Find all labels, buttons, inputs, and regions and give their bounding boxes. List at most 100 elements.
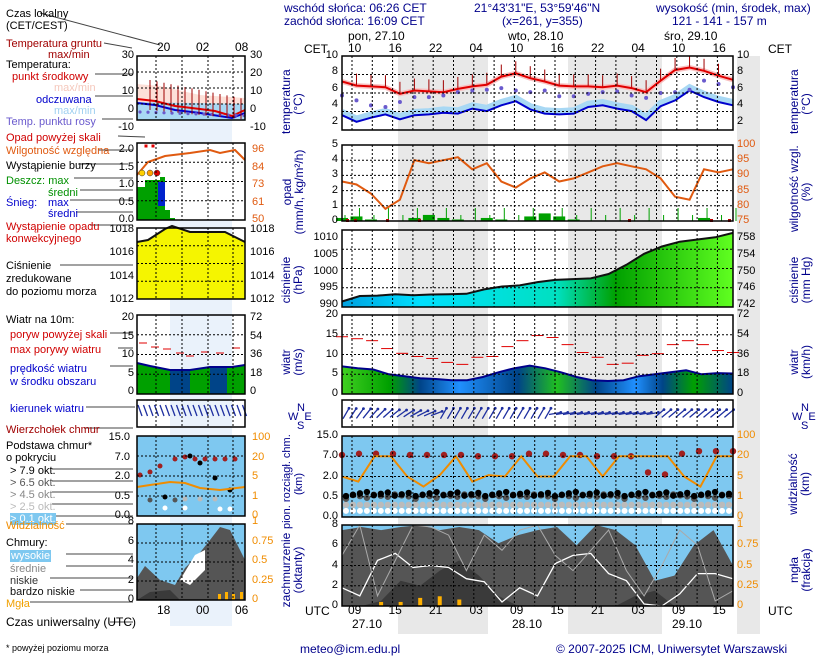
legend-fog-bar xyxy=(240,592,243,600)
footnote: * powyżej poziomu morza xyxy=(6,643,109,653)
legend-okt-45: > 4.5 okt. xyxy=(10,489,56,501)
fog-bar xyxy=(418,597,423,606)
copyright: © 2007-2025 ICM, Uniwersytet Warszawski xyxy=(556,642,788,656)
wind-arrow xyxy=(488,407,496,420)
cloud-top-dot xyxy=(644,469,652,476)
cloudbase-tick: 0.5 xyxy=(322,489,338,502)
legend-cover-tick: 6 xyxy=(127,534,134,547)
cloud-base-dot xyxy=(621,492,628,500)
cloud-base-dot xyxy=(419,491,426,498)
cover-panel-frame xyxy=(341,524,734,607)
legend-cloud-dot xyxy=(212,475,218,481)
cloud-base-dot xyxy=(468,501,475,509)
legend-wind-arrow xyxy=(186,404,193,417)
legend-cloud-dot xyxy=(192,456,198,462)
coordinates-text: 21°43'31"E, 53°59'46"N xyxy=(474,1,601,15)
cloud-top-dot xyxy=(678,450,686,457)
fog-bar xyxy=(398,601,403,606)
cover-tick: 2 xyxy=(331,578,338,591)
cloud-base-dot xyxy=(677,491,684,498)
precip-tick: 2 xyxy=(331,183,338,196)
cet-hour-tick: 22 xyxy=(429,41,443,55)
precip-bar xyxy=(350,216,363,221)
tz-left: CET xyxy=(304,42,328,56)
legend-cover-tick: 8 xyxy=(127,515,134,527)
legend-wind-arrow xyxy=(153,404,160,417)
legend-cloud-dot xyxy=(147,469,153,475)
wind-arrowhead xyxy=(433,409,437,413)
legend-humidity-line xyxy=(136,148,246,176)
legend-convective-sub: konwekcyjnego xyxy=(6,233,82,245)
cet-hour-tick: 16 xyxy=(712,41,726,55)
legend-pressure-sub1: zredukowane xyxy=(6,273,72,285)
cloud-base-dot xyxy=(433,507,440,514)
cloud-base-dot xyxy=(517,507,524,514)
dew-point-dot xyxy=(702,78,707,83)
legend-dew-dot xyxy=(178,111,182,115)
wind-kmh-tick: 18 xyxy=(737,367,750,380)
legend-visibility: Widzialność xyxy=(6,520,65,532)
cover-tick: 4 xyxy=(331,558,338,571)
cloud-base-dot xyxy=(384,507,391,514)
cloud-base-dot xyxy=(635,501,642,509)
cloud-base-dot xyxy=(690,492,698,500)
cloud-base-dot xyxy=(342,501,350,509)
cet-hour-tick: 22 xyxy=(591,41,605,55)
legend-rain: Deszcz: max xyxy=(6,175,69,187)
wind-arrowhead xyxy=(725,408,729,412)
cloud-base-dot xyxy=(468,507,475,514)
wind-arrow xyxy=(355,408,364,419)
humidity-tick: 85 xyxy=(737,183,750,196)
legend-maxmin: max/min xyxy=(54,82,96,94)
legend-visibility-line xyxy=(136,480,246,492)
legend-pressure-line xyxy=(136,224,246,243)
pressure-area xyxy=(342,232,733,307)
cloud-base-dot xyxy=(628,501,635,509)
wind-arrow xyxy=(661,409,672,418)
legend-temp-tick: 0 xyxy=(127,103,134,115)
humidity-tick: 95 xyxy=(737,153,750,166)
cloud-base-dot xyxy=(719,507,726,514)
legend-precip-tick: 0.5 xyxy=(118,195,134,208)
dew-point-dot xyxy=(441,93,446,98)
legend-cloud-tick: 0.5 xyxy=(114,489,130,502)
legend-cloud-dot xyxy=(222,456,228,462)
utc-hour-tick: 15 xyxy=(388,603,402,617)
cloud-base-dot xyxy=(718,501,726,509)
legend-low: niskie xyxy=(10,575,39,587)
legend-precip-tick: 0.0 xyxy=(118,213,134,225)
cloud-base-dot xyxy=(663,489,670,496)
precip-tick: 1 xyxy=(331,198,338,211)
cloud-base-dot xyxy=(537,507,544,514)
legend-panel-frame xyxy=(136,314,246,395)
tz-right: CET xyxy=(768,42,792,56)
cloud-base-dot xyxy=(558,507,565,514)
cloud-base-dot xyxy=(711,501,719,509)
wind-arrow xyxy=(502,407,510,420)
legend-utc: Czas uniwersalny (UTC) xyxy=(6,615,137,629)
temp-panel-frame xyxy=(341,55,734,131)
legend-cloud-dot xyxy=(182,505,188,511)
cloud-base-dot xyxy=(502,488,510,496)
wind-arrow xyxy=(403,409,415,418)
legend-dew-dot xyxy=(170,111,174,115)
pressure-panel-frame xyxy=(341,229,734,308)
humidity-tick: 90 xyxy=(737,168,750,181)
cloud-base-dot xyxy=(725,501,733,509)
email-link[interactable]: meteo@icm.edu.pl xyxy=(300,642,401,656)
cloud-base-dot xyxy=(391,501,398,509)
legend-rain-area xyxy=(137,177,175,220)
cloud-base-dot xyxy=(363,501,371,509)
cloud-base-dot xyxy=(391,492,398,499)
cloud-base-dot xyxy=(607,507,614,514)
dew-point-dot xyxy=(426,95,431,100)
feels-like-line xyxy=(341,89,734,123)
temp-tick: 6 xyxy=(331,81,338,94)
legend-humid-tick: 50 xyxy=(252,213,265,225)
legend-okt-25: > 2.5 okt. xyxy=(10,501,56,513)
legend-dew-dot xyxy=(194,112,198,116)
temp-tick-right: 4 xyxy=(737,98,744,111)
dew-point-dot xyxy=(586,91,591,96)
legend-vis-tick: 20 xyxy=(252,450,265,463)
wind-arrow xyxy=(467,407,475,420)
